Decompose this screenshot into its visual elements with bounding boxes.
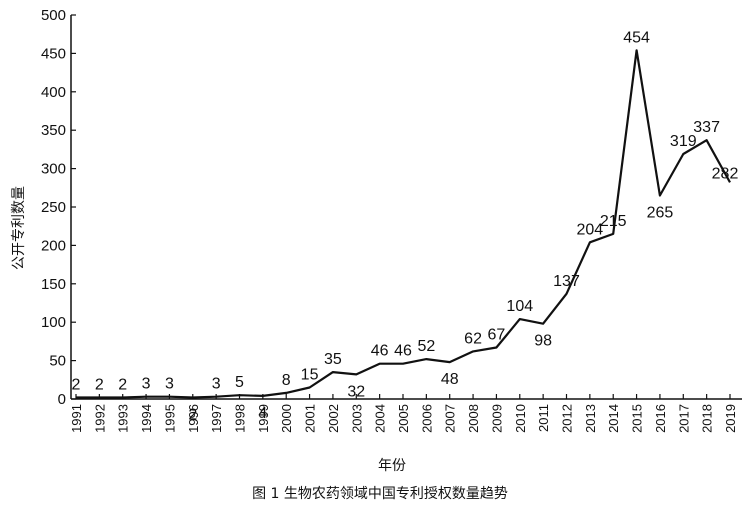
data-label: 46 xyxy=(371,343,389,360)
data-label: 137 xyxy=(553,273,580,290)
data-label: 52 xyxy=(417,338,435,355)
x-tick-label: 1992 xyxy=(92,404,107,433)
y-tick-label: 100 xyxy=(41,314,66,331)
x-tick-label: 2006 xyxy=(419,404,434,433)
x-tick-label: 1998 xyxy=(233,404,248,433)
x-tick-label: 1996 xyxy=(186,404,201,433)
x-tick-label: 1999 xyxy=(256,404,271,433)
x-tick-label: 1991 xyxy=(69,404,84,433)
data-label: 2 xyxy=(95,376,104,393)
data-label: 5 xyxy=(235,374,244,391)
x-tick-label: 2007 xyxy=(443,404,458,433)
y-axis-ticks: 0 50 100 150 200 250 300 350 400 450 500 xyxy=(41,7,76,408)
data-label: 4 xyxy=(258,405,267,422)
x-tick-label: 2011 xyxy=(536,404,551,432)
x-tick-label: 2002 xyxy=(326,404,341,433)
data-label: 48 xyxy=(441,371,459,388)
x-tick-label: 2018 xyxy=(700,404,715,433)
y-tick-label: 350 xyxy=(41,122,66,139)
data-label: 3 xyxy=(165,376,174,393)
x-tick-label: 2004 xyxy=(373,404,388,433)
x-tick-label: 1995 xyxy=(162,404,177,433)
data-label: 46 xyxy=(394,343,412,360)
data-label: 32 xyxy=(347,383,365,400)
y-tick-label: 150 xyxy=(41,276,66,293)
y-tick-label: 400 xyxy=(41,84,66,101)
y-tick-label: 450 xyxy=(41,45,66,62)
x-tick-label: 1994 xyxy=(139,404,154,433)
y-tick-label: 0 xyxy=(58,391,66,408)
figure-caption: 图 1 生物农药领域中国专利授权数量趋势 xyxy=(252,486,508,502)
x-tick-label: 2009 xyxy=(489,404,504,433)
data-label: 204 xyxy=(577,221,604,238)
data-label: 15 xyxy=(301,366,319,383)
data-label: 8 xyxy=(282,372,291,389)
data-label: 67 xyxy=(488,327,506,344)
x-tick-label: 1997 xyxy=(209,404,224,433)
data-label: 62 xyxy=(464,330,482,347)
y-axis-title: 公开专利数量 xyxy=(11,186,27,270)
y-tick-label: 500 xyxy=(41,7,66,24)
x-tick-label: 2012 xyxy=(560,404,575,433)
x-tick-label: 2016 xyxy=(653,404,668,433)
data-label: 2 xyxy=(188,406,197,423)
data-label: 319 xyxy=(670,133,697,150)
x-tick-label: 2010 xyxy=(513,404,528,433)
x-axis-ticks: 1991 1992 1993 1994 1995 1996 1997 1998 1999 2000… xyxy=(69,394,738,433)
data-label: 2 xyxy=(72,376,81,393)
data-label: 35 xyxy=(324,351,342,368)
data-label: 265 xyxy=(647,204,674,221)
data-label: 215 xyxy=(600,213,627,230)
data-label: 337 xyxy=(693,119,720,136)
data-label: 454 xyxy=(623,29,650,46)
data-label: 3 xyxy=(212,376,221,393)
data-label: 98 xyxy=(534,333,552,350)
x-tick-label: 2019 xyxy=(723,404,738,433)
x-tick-label: 2003 xyxy=(349,404,364,433)
x-tick-label: 2001 xyxy=(303,404,318,433)
data-label: 2 xyxy=(118,376,127,393)
data-label: 3 xyxy=(142,376,151,393)
x-tick-label: 2017 xyxy=(676,404,691,433)
data-label: 104 xyxy=(506,298,533,315)
y-tick-label: 300 xyxy=(41,161,66,178)
x-tick-label: 1993 xyxy=(116,404,131,433)
x-tick-label: 2000 xyxy=(279,404,294,433)
x-tick-label: 2008 xyxy=(466,404,481,433)
x-tick-label: 2005 xyxy=(396,404,411,433)
x-axis-title: 年份 xyxy=(378,458,406,474)
y-tick-label: 50 xyxy=(49,353,66,370)
y-tick-label: 250 xyxy=(41,199,66,216)
x-tick-label: 2013 xyxy=(583,404,598,433)
x-tick-label: 2015 xyxy=(630,404,645,433)
y-tick-label: 200 xyxy=(41,237,66,254)
data-label: 282 xyxy=(712,165,739,182)
series-line xyxy=(76,49,731,399)
x-tick-label: 2014 xyxy=(606,404,621,433)
